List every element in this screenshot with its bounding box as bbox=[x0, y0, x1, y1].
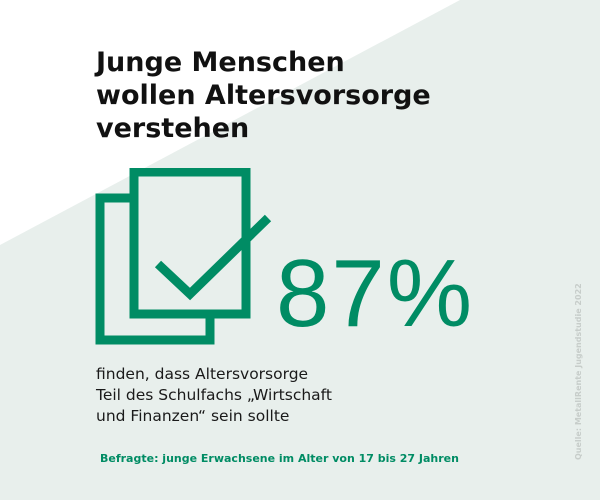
document-checkmark-icon bbox=[95, 168, 272, 345]
headline: Junge Menschen wollen Altersvorsorge ver… bbox=[96, 46, 456, 145]
headline-line: verstehen bbox=[96, 113, 250, 144]
stat-description: finden, dass Altersvorsorge Teil des Sch… bbox=[96, 364, 416, 427]
stat-description-line: und Finanzen“ sein sollte bbox=[96, 407, 290, 425]
headline-line: Junge Menschen bbox=[96, 47, 345, 78]
headline-line: wollen Altersvorsorge bbox=[96, 80, 431, 111]
stat-description-line: finden, dass Altersvorsorge bbox=[96, 365, 309, 383]
respondents-note: Befragte: junge Erwachsene im Alter von … bbox=[100, 452, 459, 465]
stat-description-line: Teil des Schulfachs „Wirtschaft bbox=[96, 386, 332, 404]
stat-percentage: 87% bbox=[276, 240, 475, 347]
source-credit: Quelle: MetallRente Jugendstudie 2022 bbox=[574, 283, 583, 460]
